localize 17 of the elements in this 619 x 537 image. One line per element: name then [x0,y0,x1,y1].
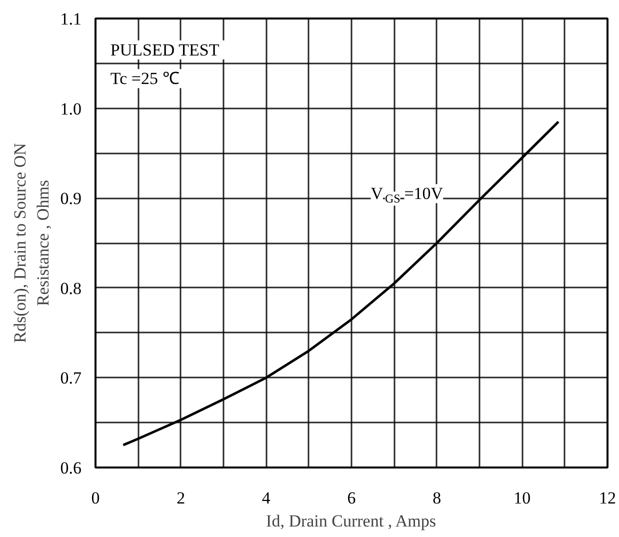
y-tick-label: 0.8 [60,278,82,298]
annotation: PULSED TEST [110,40,220,60]
x-tick-label: 4 [262,488,271,508]
annotation: Tc =25 ℃ [110,69,180,88]
y-tick-label: 0.6 [60,458,82,478]
x-axis-title: Id, Drain Current , Amps [266,512,436,530]
x-tick-label: 0 [91,488,100,508]
y-tick-label: 1.0 [60,99,82,118]
y-tick-label: 0.7 [60,368,82,388]
x-tick-label: 8 [432,488,442,508]
x-tick-label: 2 [176,488,186,508]
x-tick-label: 6 [347,488,356,508]
y-axis-title: Rds(on), Drain to Source ON Resistance , Ohms [10,143,52,343]
y-tick-label: 0.9 [60,189,82,208]
x-tick-label: 10 [514,488,531,508]
x-tick-label: 12 [599,488,616,508]
y-tick-label: 1.1 [60,10,82,28]
